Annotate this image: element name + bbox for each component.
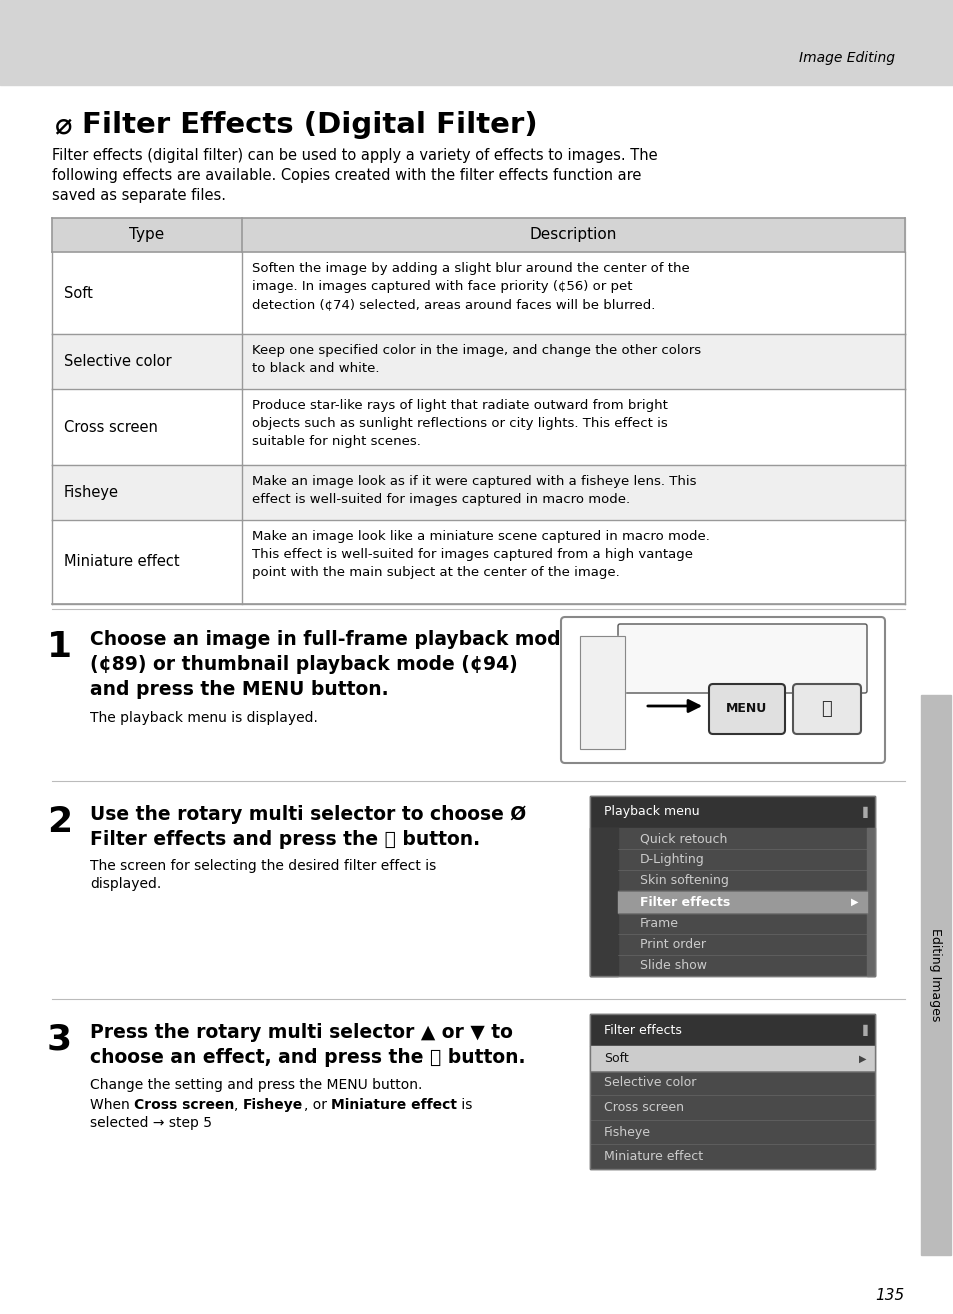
Bar [589,1014,874,1169]
Bar [589,828,874,976]
Text: image. In images captured with face priority (¢56) or pet: image. In images captured with face prio… [252,280,632,293]
Text: 1: 1 [47,629,72,664]
Text: selected → step 5: selected → step 5 [90,1116,212,1130]
Text: Cross screen: Cross screen [603,1101,683,1114]
Text: Soft: Soft [64,285,92,301]
Bar [52,520,904,604]
Text: Cross screen: Cross screen [64,419,157,435]
Text: Miniature effect: Miniature effect [603,1150,702,1163]
Text: Make an image look as if it were captured with a fisheye lens. This: Make an image look as if it were capture… [252,474,696,487]
Text: and press the MENU button.: and press the MENU button. [90,681,388,699]
Text: ▐: ▐ [858,807,866,817]
Text: Soften the image by adding a slight blur around the center of the: Soften the image by adding a slight blur… [252,261,689,275]
Text: 2: 2 [47,805,72,840]
Bar [589,1046,874,1071]
Text: 135: 135 [875,1288,904,1302]
Bar [579,636,624,749]
Text: Type: Type [130,227,165,243]
Text: Fisheye: Fisheye [64,485,119,501]
Text: Make an image look like a miniature scene captured in macro mode.: Make an image look like a miniature scen… [252,530,709,543]
Text: Keep one specified color in the image, and change the other colors: Keep one specified color in the image, a… [252,344,700,357]
Text: Use the rotary multi selector to choose Ø: Use the rotary multi selector to choose … [90,805,526,824]
Text: Selective color: Selective color [603,1076,696,1089]
Text: saved as separate files.: saved as separate files. [52,188,226,202]
Bar [52,334,904,389]
Text: is: is [456,1099,472,1112]
Text: Slide show: Slide show [639,959,706,972]
Text: ▶: ▶ [850,897,858,907]
Text: Playback menu: Playback menu [603,805,699,819]
Text: The playback menu is displayed.: The playback menu is displayed. [90,711,317,725]
Bar [589,796,874,828]
Text: ▐: ▐ [858,1025,866,1035]
Text: suitable for night scenes.: suitable for night scenes. [252,435,420,448]
Text: D-Lighting: D-Lighting [639,853,704,866]
Bar [589,796,874,976]
Text: Filter Effects (Digital Filter): Filter Effects (Digital Filter) [82,110,537,139]
Text: (¢89) or thumbnail playback mode (¢94): (¢89) or thumbnail playback mode (¢94) [90,654,517,674]
Text: Fisheye: Fisheye [243,1099,303,1112]
Text: Filter effects: Filter effects [639,896,729,908]
Text: Choose an image in full-frame playback mode: Choose an image in full-frame playback m… [90,629,573,649]
Bar [52,252,904,334]
FancyBboxPatch shape [792,685,861,735]
Text: Press the rotary multi selector ▲ or ▼ to: Press the rotary multi selector ▲ or ▼ t… [90,1024,513,1042]
Text: Filter effects (digital filter) can be used to apply a variety of effects to ima: Filter effects (digital filter) can be u… [52,148,657,163]
Text: detection (¢74) selected, areas around faces will be blurred.: detection (¢74) selected, areas around f… [252,298,655,311]
Text: 🗑: 🗑 [821,700,832,717]
Text: displayed.: displayed. [90,876,161,891]
Text: Editing Images: Editing Images [928,928,942,1022]
Bar [618,891,866,912]
FancyBboxPatch shape [560,618,884,763]
FancyBboxPatch shape [618,624,866,692]
FancyBboxPatch shape [708,685,784,735]
Bar [920,695,950,1255]
Text: 3: 3 [47,1024,72,1056]
Text: objects such as sunlight reflections or city lights. This effect is: objects such as sunlight reflections or … [252,417,667,430]
Text: ⌀: ⌀ [54,110,71,139]
Text: Fisheye: Fisheye [603,1126,650,1139]
Bar [866,828,874,976]
Bar [52,465,904,520]
Text: When: When [90,1099,134,1112]
Text: choose an effect, and press the Ⓢ button.: choose an effect, and press the Ⓢ button… [90,1049,525,1067]
Bar [589,828,618,976]
Text: Image Editing: Image Editing [799,51,894,64]
Bar [579,636,624,749]
Text: Miniature effect: Miniature effect [331,1099,456,1112]
Text: Quick retouch: Quick retouch [639,832,726,845]
Text: Skin softening: Skin softening [639,874,728,887]
Text: Produce star-like rays of light that radiate outward from bright: Produce star-like rays of light that rad… [252,399,667,413]
Bar [52,389,904,465]
Bar [589,1046,874,1169]
Text: Description: Description [529,227,617,243]
Text: Selective color: Selective color [64,353,172,369]
Bar [52,218,904,252]
Text: The screen for selecting the desired filter effect is: The screen for selecting the desired fil… [90,859,436,872]
Bar [589,1014,874,1046]
Text: This effect is well-suited for images captured from a high vantage: This effect is well-suited for images ca… [252,548,692,561]
Text: to black and white.: to black and white. [252,361,379,374]
Bar [0,0,953,85]
Text: Frame: Frame [639,917,679,929]
Text: Print order: Print order [639,938,705,951]
Text: following effects are available. Copies created with the filter effects function: following effects are available. Copies … [52,168,640,183]
Text: Cross screen: Cross screen [134,1099,234,1112]
Text: ,: , [234,1099,243,1112]
Text: point with the main subject at the center of the image.: point with the main subject at the cente… [252,566,619,579]
Text: Miniature effect: Miniature effect [64,555,179,569]
Text: , or: , or [303,1099,331,1112]
Text: Soft: Soft [603,1051,628,1064]
Text: ▶: ▶ [859,1054,866,1063]
Text: Filter effects: Filter effects [603,1024,681,1037]
Text: Filter effects and press the Ⓢ button.: Filter effects and press the Ⓢ button. [90,830,479,849]
Text: effect is well-suited for images captured in macro mode.: effect is well-suited for images capture… [252,493,630,506]
Text: Change the setting and press the MENU button.: Change the setting and press the MENU bu… [90,1077,422,1092]
Text: MENU: MENU [725,703,767,716]
